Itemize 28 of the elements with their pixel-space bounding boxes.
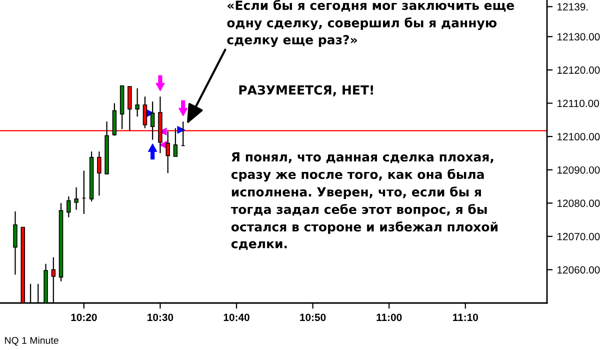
y-tick-label: 12110.00: [558, 100, 599, 108]
candlestick: [135, 88, 140, 118]
candlestick: [150, 101, 155, 140]
annotation: РАЗУМЕЕТСЯ, НЕТ!: [239, 85, 373, 96]
candlestick: [13, 210, 18, 276]
annotation: «Если бы я сегодня мог заключить еще одну сделку, совершил бы я данную сделку еще раз?»: [227, 0, 514, 47]
candlestick: [66, 196, 71, 218]
y-tick-label: 12130.00: [558, 33, 600, 41]
candlestick: [74, 186, 78, 210]
point: [177, 126, 185, 134]
y-tick-label: 12100.00: [558, 133, 600, 140]
x-tick-label: 10:50: [300, 314, 326, 322]
text: NQ 1 Minute: [5, 336, 58, 346]
candlestick: [142, 96, 148, 129]
candlestick: [173, 128, 178, 158]
y-tick-label: 12070.00: [558, 232, 600, 240]
y-tick-label: 12060.00: [558, 266, 600, 274]
y-tick-label: 12120.00: [558, 66, 600, 74]
candlestick: [97, 150, 102, 196]
annotation: Я понял, что данная сделка плохая, сразу же после того, как она была исполнена. Уверен, что, если бы я тогда задал себе этот вопрос, я бы остался в стороне и избежал плохой сделки.: [230, 152, 498, 250]
x-tick-label: 10:40: [224, 314, 250, 322]
x-tick-label: 10:20: [71, 314, 97, 322]
y-tick-label: 12080.00: [558, 200, 600, 207]
y-tick-label: 12090.00: [558, 166, 600, 174]
x-tick-label: 11:00: [376, 314, 402, 322]
x-tick-label: 10:30: [148, 314, 174, 322]
y-tick-label: 12139.: [558, 3, 588, 11]
x-tick-label: 11:10: [453, 314, 478, 322]
